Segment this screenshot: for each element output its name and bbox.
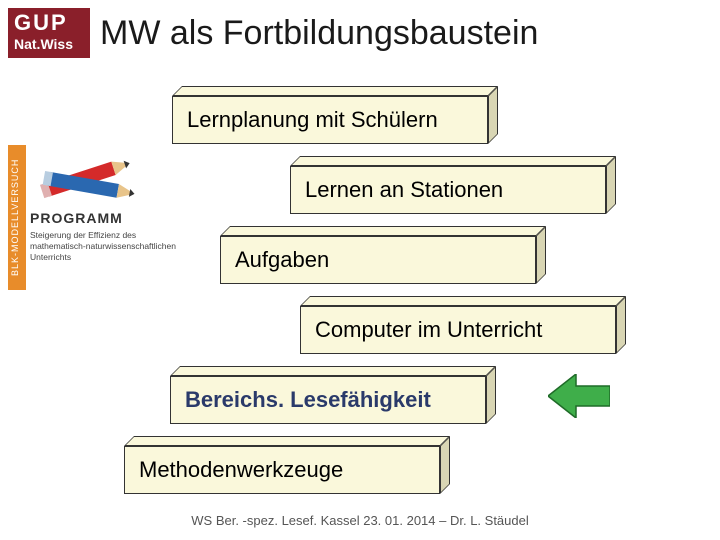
module-box: Bereichs. Lesefähigkeit — [170, 366, 486, 424]
module-box-label: Lernplanung mit Schülern — [172, 96, 488, 144]
module-box: Computer im Unterricht — [300, 296, 616, 354]
module-box: Lernplanung mit Schülern — [172, 86, 488, 144]
module-box-label: Aufgaben — [220, 236, 536, 284]
module-box: Lernen an Stationen — [290, 156, 606, 214]
module-box-label: Lernen an Stationen — [290, 166, 606, 214]
pencils-icon — [30, 147, 150, 207]
module-box-label: Methodenwerkzeuge — [124, 446, 440, 494]
program-word: PROGRAMM — [30, 210, 123, 226]
highlight-arrow-icon — [548, 374, 610, 418]
brand-logo-line2: Nat.Wiss — [14, 36, 84, 52]
module-box-label: Bereichs. Lesefähigkeit — [170, 376, 486, 424]
module-box: Methodenwerkzeuge — [124, 436, 440, 494]
brand-logo: GUP Nat.Wiss — [8, 8, 90, 58]
footer-text: WS Ber. -spez. Lesef. Kassel 23. 01. 201… — [0, 513, 720, 528]
module-box: Aufgaben — [220, 226, 536, 284]
brand-logo-line1: GUP — [14, 12, 84, 34]
module-box-label: Computer im Unterricht — [300, 306, 616, 354]
program-vertical-label: BLK-MODELLVERSUCH — [8, 145, 26, 290]
program-subtitle: Steigerung der Effizienz des mathematisc… — [30, 230, 180, 263]
page-title: MW als Fortbildungsbaustein — [100, 14, 538, 53]
